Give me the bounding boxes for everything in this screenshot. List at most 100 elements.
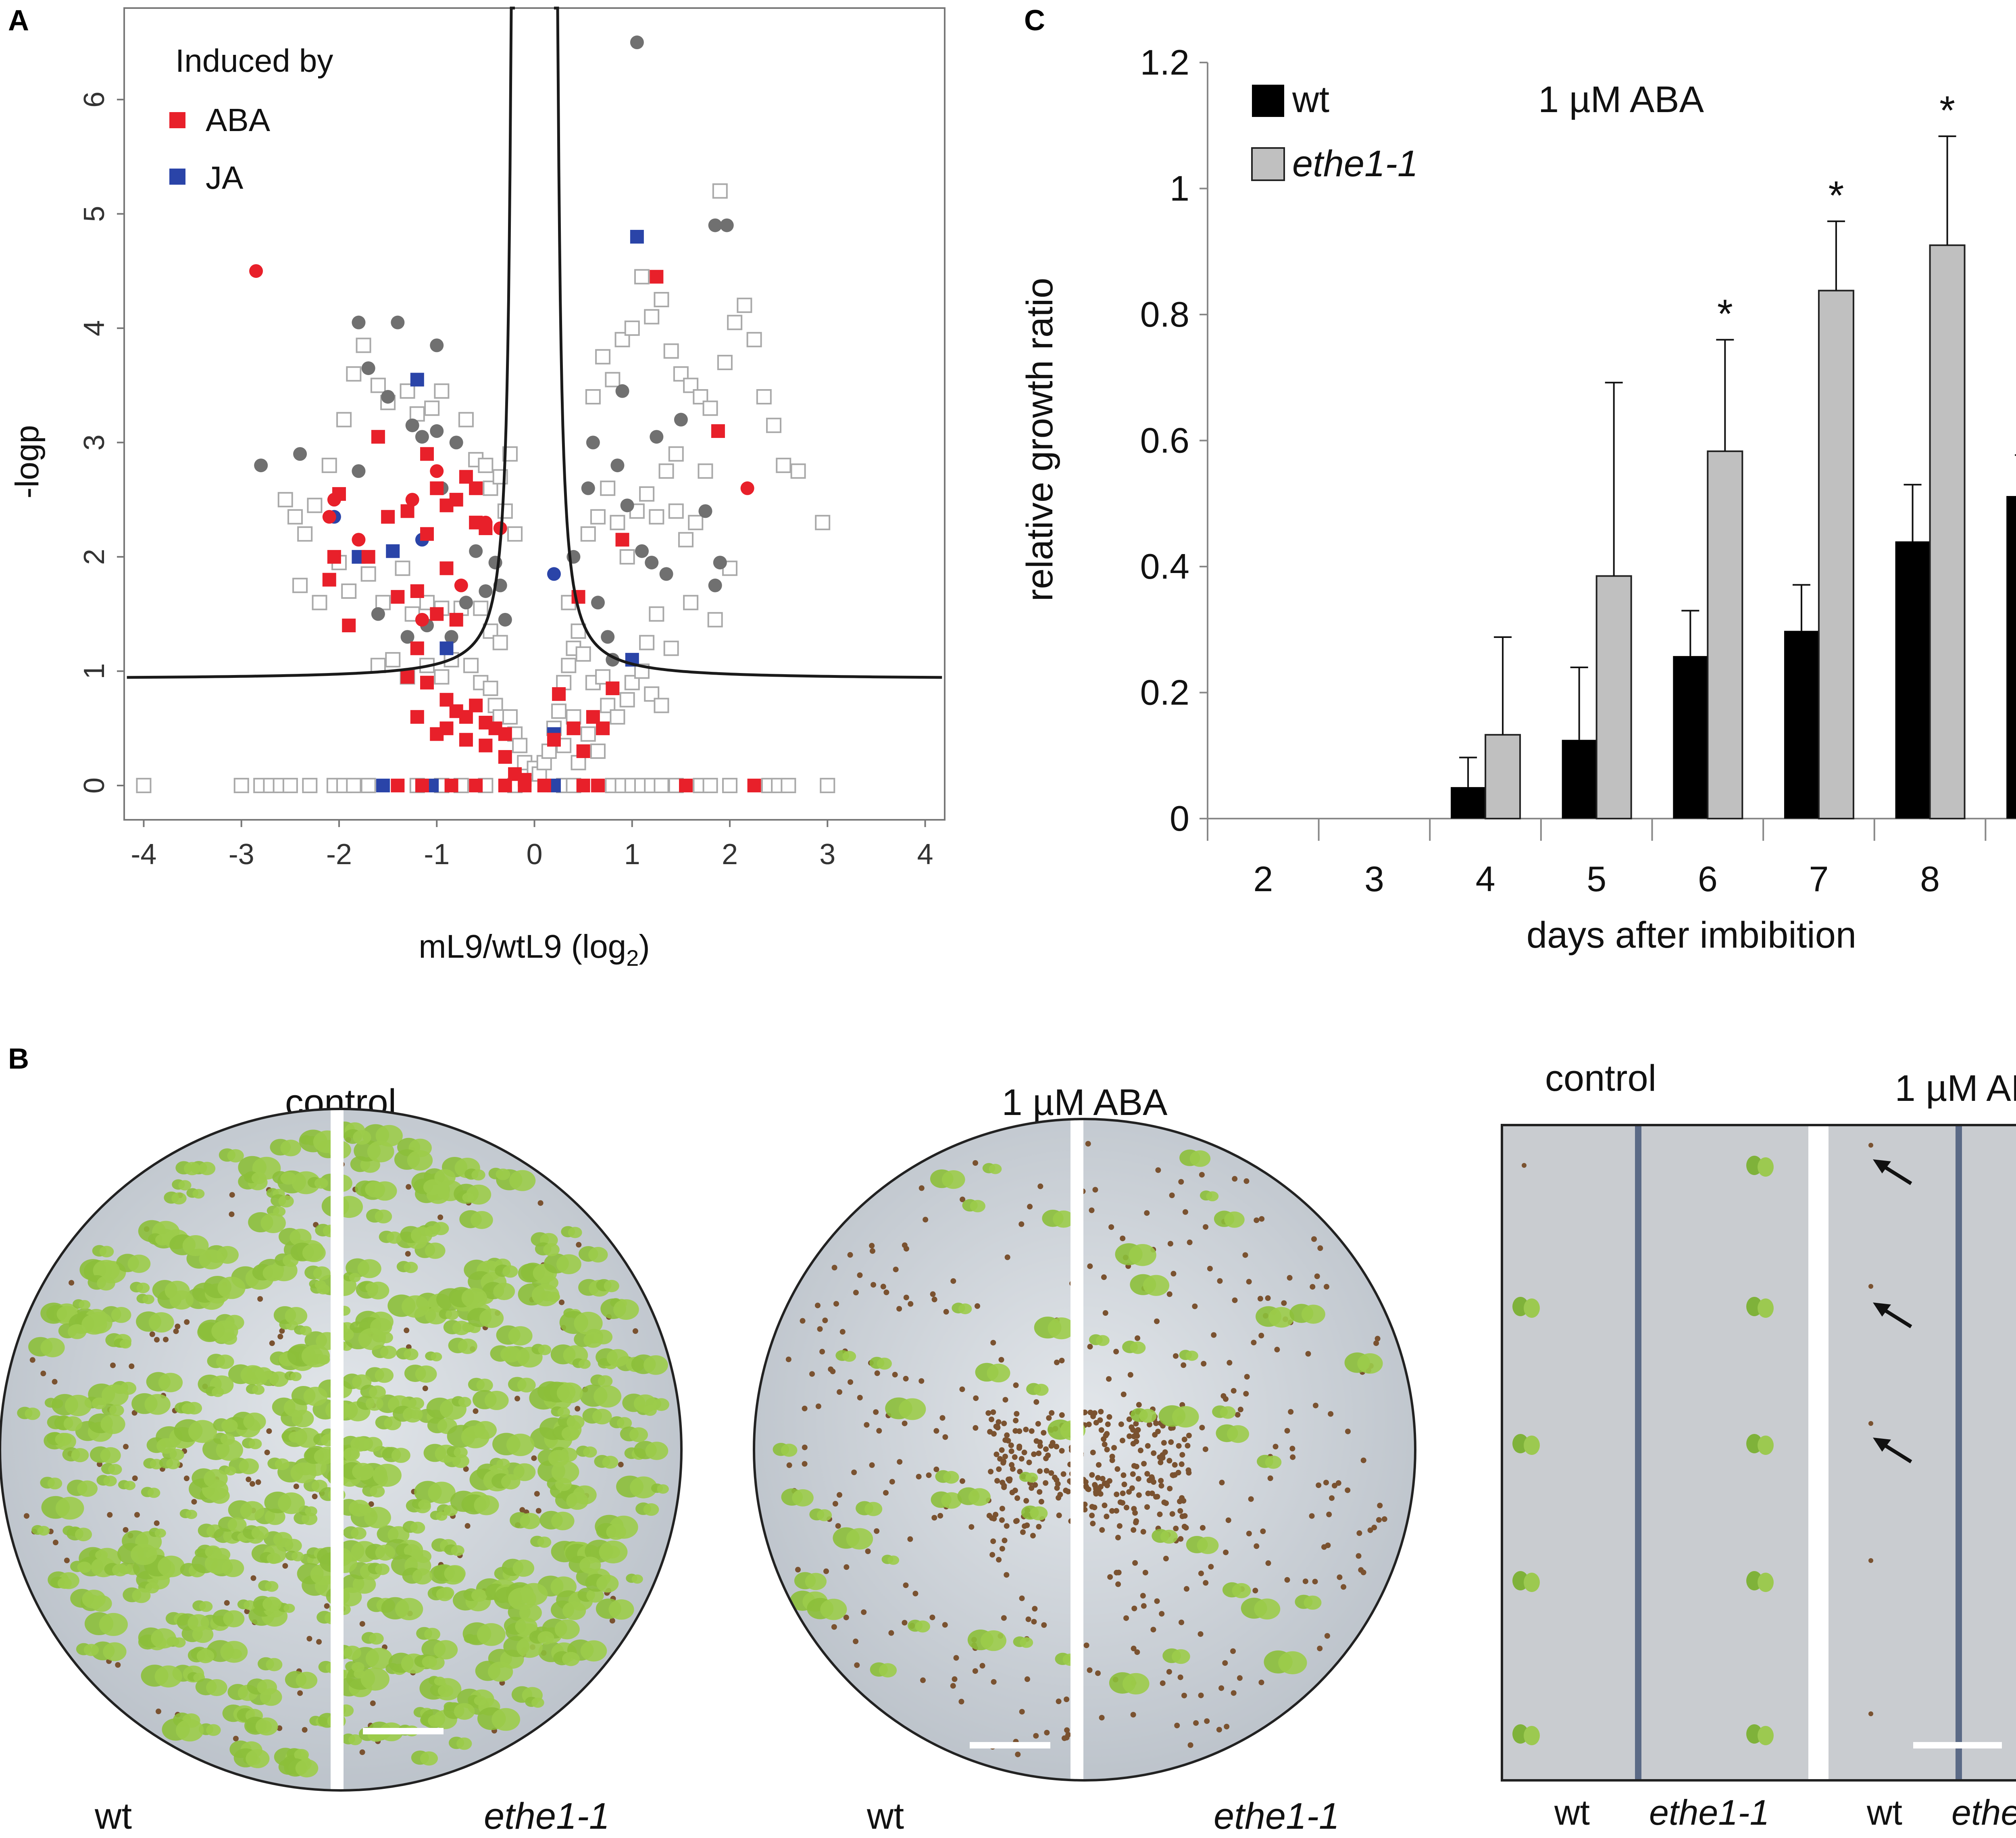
seedling-leaf (403, 1348, 419, 1361)
seedling-leaf (557, 1407, 570, 1417)
plate-aba-divider (1070, 1119, 1083, 1780)
seedling-leaf (75, 1527, 92, 1542)
seedling-leaf (240, 1365, 265, 1385)
seed-dot (1218, 1685, 1225, 1691)
seed-dot (1038, 1498, 1044, 1505)
seed-dot (1178, 1536, 1184, 1542)
seed-dot (1014, 1411, 1020, 1417)
seed-dot (1019, 1709, 1025, 1715)
seedling-leaf (604, 1280, 619, 1292)
point-gray (698, 504, 712, 518)
seed-dot (1216, 1727, 1222, 1733)
point-gray (459, 596, 473, 610)
seed-dot (1179, 1495, 1185, 1501)
point-gray (430, 338, 444, 352)
seed-dot (1198, 1570, 1204, 1576)
seed-dot (1089, 1513, 1095, 1519)
seedling-leaf (1524, 1726, 1540, 1745)
legend-label-wt: wt (1292, 79, 1329, 120)
seedling-leaf (1025, 1472, 1038, 1483)
seed-dot (1144, 1210, 1150, 1216)
seed-dot (23, 1513, 29, 1519)
x-tick-label: -3 (229, 838, 254, 871)
seed-dot (1199, 1172, 1205, 1178)
point-gray (430, 424, 444, 438)
seed-dot (1193, 1720, 1199, 1726)
x-tick-label: 6 (1698, 859, 1718, 899)
seed-dot (830, 1368, 836, 1374)
seedling-leaf (25, 1407, 40, 1420)
seed-dot (857, 1272, 863, 1278)
seedling-leaf (479, 1308, 504, 1328)
seedling-leaf (508, 1326, 533, 1346)
seedling-leaf (586, 1588, 604, 1603)
seed-dot (1288, 1409, 1294, 1415)
plate-aba-title: 1 µM ABA (1002, 1082, 1168, 1123)
seed-dot (463, 1466, 469, 1472)
seedling-leaf (970, 1200, 985, 1213)
legend-label-ethe1: ethe1-1 (1292, 143, 1418, 184)
seed-dot (233, 1736, 239, 1742)
seed-dot (953, 1655, 959, 1661)
seed-dot (1868, 1421, 1873, 1426)
closeup-divider (1808, 1125, 1829, 1780)
seedling-leaf (1268, 1307, 1295, 1328)
seed-dot (1019, 1595, 1025, 1601)
seedling-leaf (289, 1229, 312, 1246)
seedling-leaf (580, 1640, 607, 1662)
seedling-leaf (592, 1409, 612, 1425)
seed-dot (1010, 1466, 1016, 1472)
seed-dot (1035, 1421, 1041, 1427)
seed-dot (1012, 1454, 1018, 1460)
seed-dot (40, 1371, 46, 1377)
point-gray (620, 498, 634, 513)
seed-dot (1237, 1675, 1243, 1681)
seed-dot (991, 1431, 997, 1437)
seedling-leaf (275, 1458, 290, 1470)
seed-dot (1162, 1449, 1168, 1455)
point-open (321, 458, 337, 473)
seed-dot (1014, 1518, 1020, 1524)
seed-dot (1254, 1217, 1260, 1223)
seedling-leaf (220, 1433, 235, 1445)
seedling-leaf (132, 1588, 151, 1603)
point-open (610, 515, 625, 530)
point-gray (381, 390, 395, 404)
seed-dot (1102, 1310, 1108, 1316)
seed-dot (1274, 1346, 1280, 1352)
seed-dot (1133, 1421, 1139, 1427)
seed-dot (1103, 1432, 1109, 1438)
seed-dot (1126, 1416, 1132, 1422)
seed-dot (1244, 1374, 1250, 1380)
seed-dot (229, 1192, 235, 1198)
seed-dot (1131, 1646, 1137, 1652)
seed-dot (907, 1536, 913, 1542)
seed-dot (1116, 1523, 1123, 1529)
seedling-leaf (136, 1282, 150, 1293)
y-tick-label: 1.2 (1140, 42, 1189, 82)
seed-dot (154, 1520, 160, 1526)
seed-dot (1113, 1348, 1119, 1355)
seedling-leaf (644, 1355, 668, 1375)
point-aba (469, 481, 483, 495)
seedling-leaf (1020, 1637, 1033, 1648)
seed-dot (926, 1472, 932, 1478)
seed-dot (1187, 1742, 1193, 1748)
point-ja (439, 641, 454, 655)
x-tick-label: -4 (131, 838, 156, 871)
seedling-leaf (151, 1628, 177, 1649)
seedling-leaf (1189, 1150, 1211, 1167)
point-open (746, 332, 762, 348)
seed-dot (1111, 1445, 1117, 1451)
seedling-leaf (188, 1420, 217, 1443)
seed-dot (1135, 1476, 1141, 1482)
seed-dot (999, 1447, 1005, 1453)
plate-control-divider (331, 1109, 344, 1790)
seedling-leaf (40, 1338, 65, 1357)
seed-dot (1324, 1633, 1330, 1639)
seed-dot (123, 1444, 129, 1450)
point-aba (381, 510, 395, 524)
y-tick-label: 0 (1170, 798, 1189, 838)
seedling-leaf (425, 1242, 446, 1259)
